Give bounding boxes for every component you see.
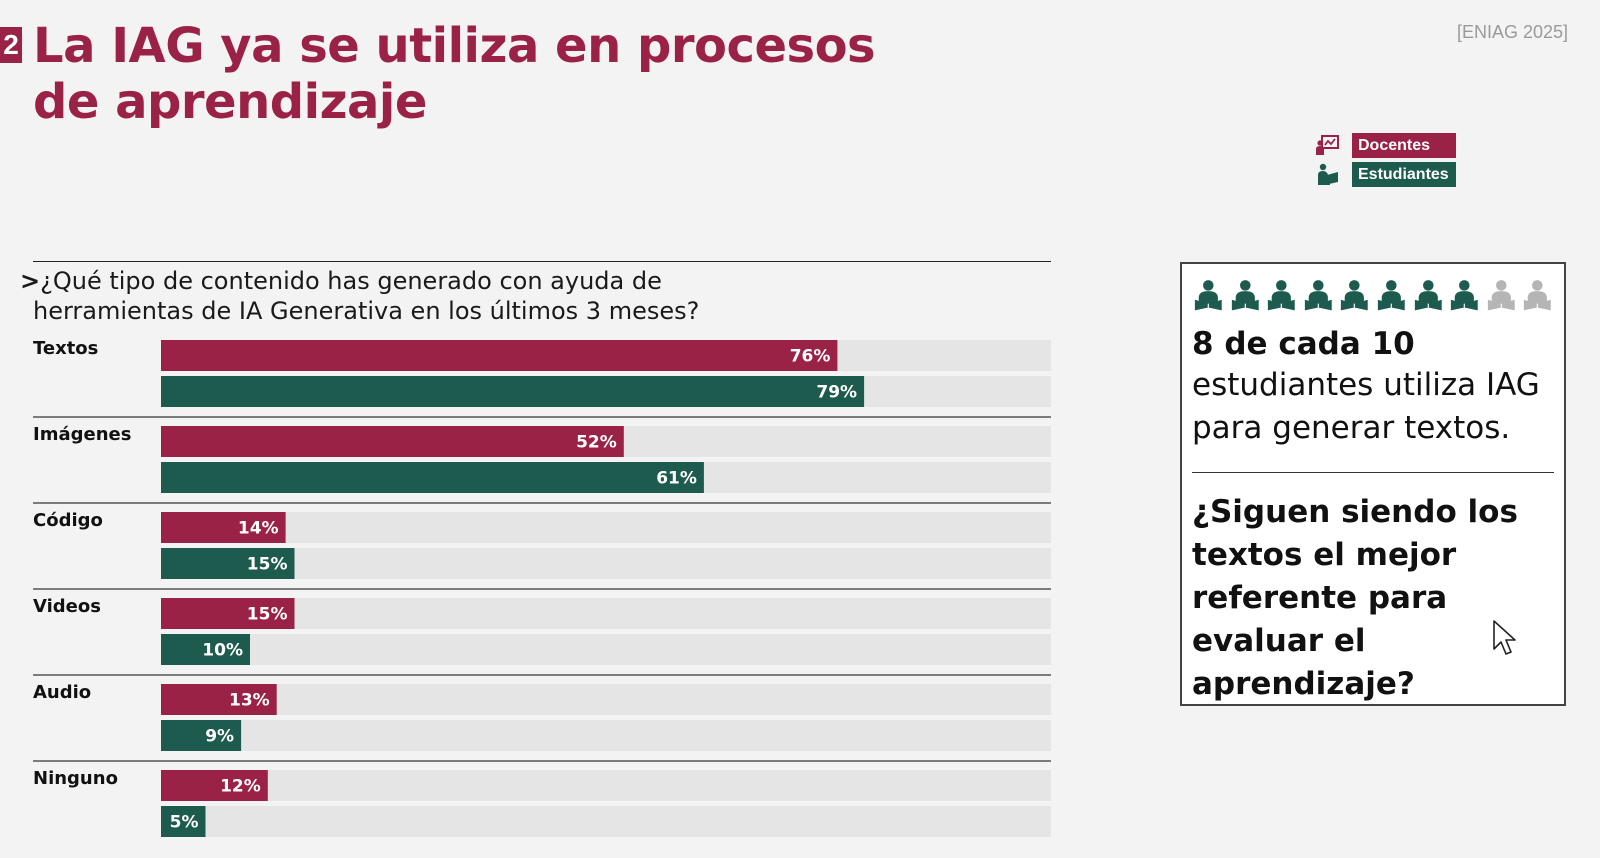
question-chevron: > (20, 267, 41, 295)
bar-track-audio-docentes (161, 684, 1051, 715)
bar-imagenes-docentes (161, 426, 624, 457)
page-title: La IAG ya se utiliza en procesos de apre… (33, 18, 876, 130)
category-label-codigo: Código (33, 510, 103, 531)
bar-track-videos-docentes (161, 598, 1051, 629)
data-label-textos-estudiantes: 79% (816, 383, 857, 403)
slide-number: 2 (0, 27, 22, 63)
callout-question-line-2: textos el mejor (1192, 537, 1457, 573)
data-label-imagenes-docentes: 52% (576, 433, 617, 453)
category-label-audio: Audio (33, 682, 91, 703)
stat-headline: 8 de cada 10 (1192, 326, 1415, 362)
bar-textos-estudiantes (161, 376, 865, 407)
bar-audio-docentes (161, 684, 277, 715)
bar-codigo-docentes (161, 512, 286, 543)
callout-question-line-1: ¿Siguen siendo los (1192, 494, 1518, 530)
category-label-imagenes: Imágenes (33, 424, 131, 445)
callout-question: ¿Siguen siendo los textos el mejor refer… (1192, 491, 1554, 706)
title-line-2: de aprendizaje (33, 74, 427, 130)
chart-question: >¿Qué tipo de contenido has generado con… (20, 266, 720, 326)
stat-line-2: para generar textos. (1192, 410, 1511, 446)
callout-divider (1192, 472, 1554, 473)
bar-track-videos-estudiantes (161, 634, 1051, 665)
title-line-1: La IAG ya se utiliza en procesos (33, 18, 876, 74)
legend: Docentes Estudiantes (1316, 132, 1456, 190)
stat-line-1: estudiantes utiliza IAG (1192, 367, 1540, 403)
student-reading-icon (1318, 163, 1338, 185)
insight-callout: 8 de cada 10 estudiantes utiliza IAG par… (1180, 262, 1566, 706)
people-pictogram (1192, 274, 1554, 312)
chart-top-rule (33, 261, 1051, 262)
legend-label-estudiantes: Estudiantes (1352, 161, 1456, 187)
bar-textos-docentes (161, 340, 838, 371)
student-reading-icon (1341, 280, 1369, 311)
student-reading-icon-empty (1487, 280, 1515, 311)
bar-track-ninguno-estudiantes (161, 806, 1051, 837)
student-reading-icon (1451, 280, 1478, 311)
legend-item-docentes: Docentes (1316, 132, 1456, 158)
question-line-1: ¿Qué tipo de contenido has generado con … (40, 267, 662, 295)
data-label-videos-docentes: 15% (247, 605, 288, 625)
callout-question-line-5: aprendizaje? (1192, 666, 1415, 702)
legend-label-docentes: Docentes (1352, 132, 1456, 158)
category-label-textos: Textos (33, 338, 98, 359)
callout-question-line-4: evaluar el (1192, 623, 1366, 659)
bar-track-codigo-docentes (161, 512, 1051, 543)
bar-chart: Textos 76% 79% Imágenes 52% 61% Código 14% 15% Vi… (33, 338, 1051, 837)
callout-question-line-3: referente para (1192, 580, 1448, 616)
data-label-videos-estudiantes: 10% (202, 641, 243, 661)
bar-videos-estudiantes (161, 634, 250, 665)
teacher-board-icon (1316, 135, 1339, 155)
data-label-codigo-estudiantes: 15% (247, 555, 288, 575)
data-label-imagenes-estudiantes: 61% (656, 469, 697, 489)
bar-videos-docentes (161, 598, 295, 629)
data-label-ninguno-docentes: 12% (220, 777, 261, 797)
bar-track-audio-estudiantes (161, 720, 1051, 751)
data-label-audio-docentes: 13% (229, 691, 270, 711)
bar-audio-estudiantes (161, 720, 242, 751)
source-label: [ENIAG 2025] (1456, 22, 1568, 42)
category-label-ninguno: Ninguno (33, 768, 118, 789)
bar-codigo-estudiantes (161, 548, 295, 579)
student-reading-icon (1304, 280, 1332, 311)
bar-ninguno-docentes (161, 770, 268, 801)
data-label-codigo-docentes: 14% (238, 519, 279, 539)
bar-track-ninguno-docentes (161, 770, 1051, 801)
data-label-ninguno-estudiantes: 5% (170, 813, 199, 833)
data-label-textos-docentes: 76% (790, 347, 831, 367)
student-reading-icon (1194, 280, 1222, 311)
legend-item-estudiantes: Estudiantes (1316, 161, 1456, 187)
mouse-cursor-icon (1493, 620, 1516, 655)
student-reading-icon (1231, 280, 1259, 311)
student-reading-icon (1414, 280, 1442, 311)
data-label-audio-estudiantes: 9% (205, 727, 234, 747)
question-line-2: herramientas de IA Generativa en los últ… (33, 297, 700, 325)
student-reading-icon (1268, 280, 1295, 311)
student-reading-icon (1377, 280, 1405, 311)
bar-imagenes-estudiantes (161, 462, 704, 493)
student-reading-icon-empty (1524, 280, 1552, 311)
category-label-videos: Videos (33, 596, 101, 617)
bar-ninguno-estudiantes (161, 806, 206, 837)
bar-track-codigo-estudiantes (161, 548, 1051, 579)
